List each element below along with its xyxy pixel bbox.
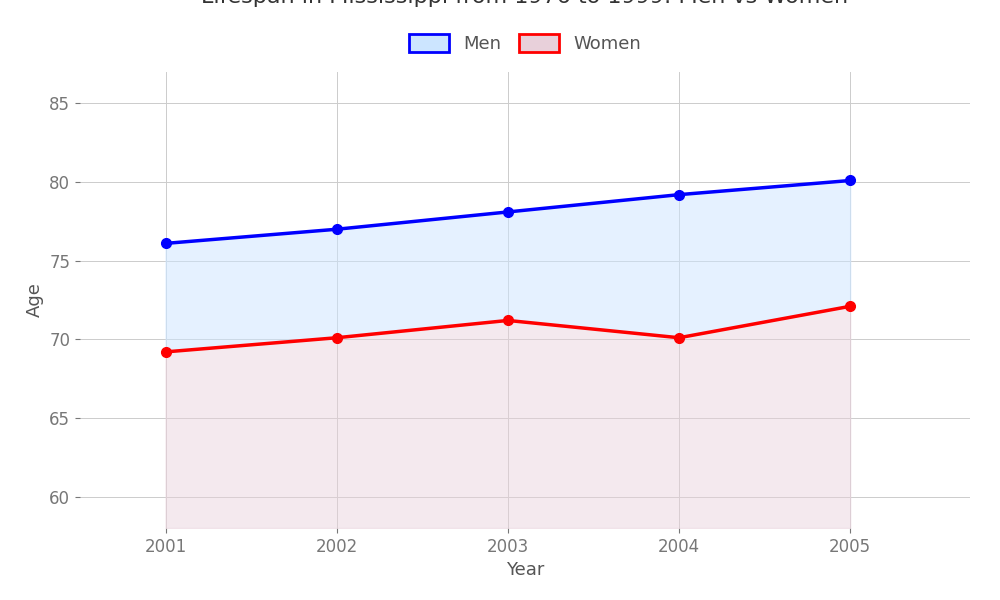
- Men: [160, 240, 172, 247]
- Women: [502, 317, 514, 324]
- Men: [844, 177, 856, 184]
- Women: [673, 334, 685, 341]
- X-axis label: Year: Year: [506, 561, 544, 579]
- Men: [502, 208, 514, 215]
- Y-axis label: Age: Age: [26, 283, 44, 317]
- Women: [844, 302, 856, 310]
- Legend: Men, Women: Men, Women: [402, 26, 648, 60]
- Men: [331, 226, 343, 233]
- Men: [673, 191, 685, 198]
- Title: Lifespan in Mississippi from 1976 to 1999: Men vs Women: Lifespan in Mississippi from 1976 to 199…: [201, 0, 849, 7]
- Line: Men: Men: [161, 176, 855, 248]
- Women: [331, 334, 343, 341]
- Women: [160, 348, 172, 355]
- Line: Women: Women: [161, 301, 855, 357]
